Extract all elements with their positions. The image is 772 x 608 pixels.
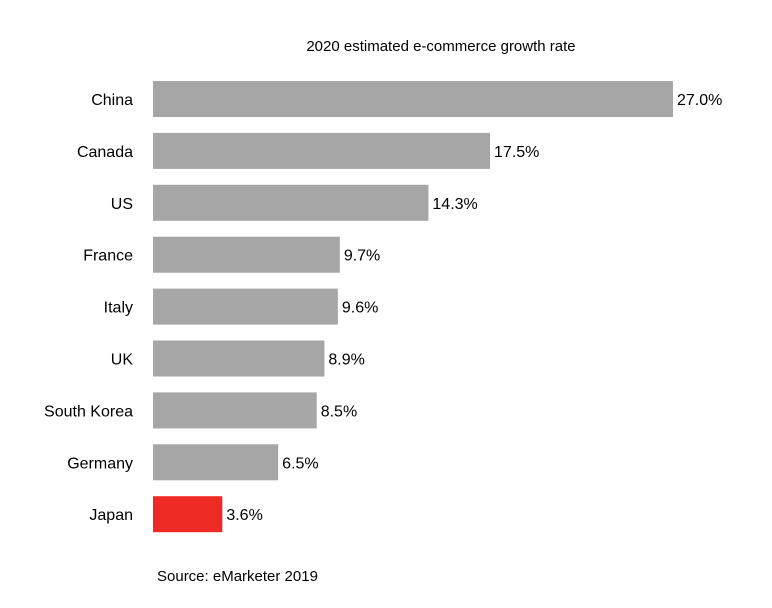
bar-canada (153, 132, 491, 169)
chart-title: 2020 estimated e-commerce growth rate (306, 38, 575, 55)
data-label: 6.5% (282, 455, 318, 472)
data-label: 3.6% (226, 507, 262, 524)
data-label: 14.3% (432, 196, 477, 213)
category-label: Italy (104, 300, 133, 317)
category-label: US (111, 196, 133, 213)
category-label: Germany (67, 455, 133, 472)
category-label: Canada (77, 144, 133, 161)
bar-italy (153, 288, 338, 325)
bar-japan (153, 496, 223, 533)
bar-china (153, 81, 673, 117)
category-label: France (83, 248, 133, 265)
category-label: China (91, 92, 133, 109)
data-label: 9.7% (344, 248, 380, 265)
bar-uk (153, 340, 325, 377)
data-label: 9.6% (342, 300, 378, 317)
data-label: 17.5% (494, 144, 539, 161)
category-label: South Korea (44, 403, 133, 420)
bars-group: China 27.0% Canada 17.5% US 14.3% France 9.7% It… (44, 81, 722, 533)
data-label: 27.0% (677, 92, 722, 109)
bar-south-korea (153, 392, 317, 429)
data-label: 8.9% (328, 352, 364, 369)
category-label: UK (111, 352, 134, 369)
bar-germany (153, 444, 279, 481)
bar-france (153, 236, 340, 273)
source-note: Source: eMarketer 2019 (157, 568, 318, 585)
data-label: 8.5% (321, 403, 357, 420)
category-label: Japan (89, 507, 133, 524)
bar-us (153, 184, 429, 221)
